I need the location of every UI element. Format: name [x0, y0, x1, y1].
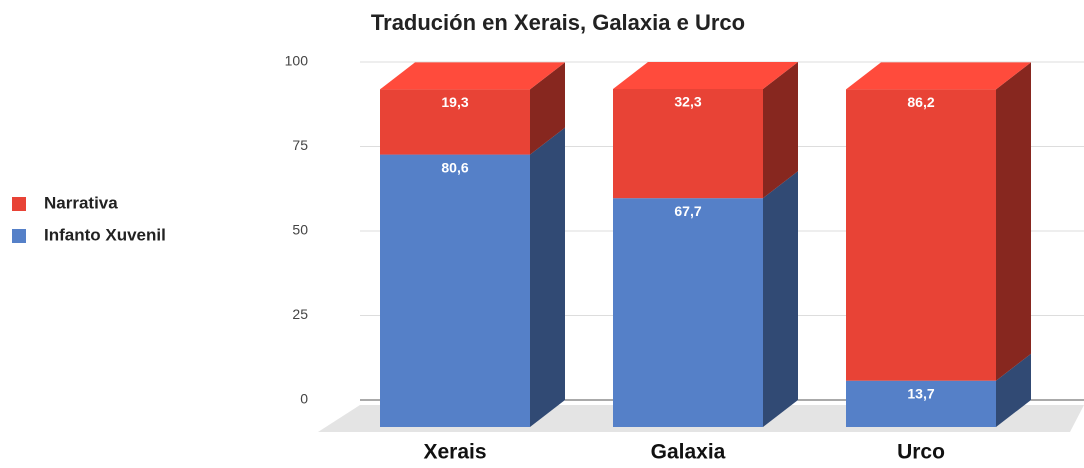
y-tick-label: 75 — [292, 137, 308, 153]
value-label: 32,3 — [674, 94, 701, 110]
bar-segment — [380, 154, 530, 427]
bar-top — [380, 62, 565, 90]
x-tick-label: Xerais — [423, 441, 486, 463]
bar-side — [763, 62, 798, 199]
bar-top — [846, 62, 1031, 90]
legend-swatch — [12, 197, 26, 211]
x-tick-label: Galaxia — [651, 441, 726, 463]
value-label: 80,6 — [441, 159, 468, 175]
bar-segment — [613, 89, 763, 199]
value-label: 86,2 — [907, 94, 934, 110]
y-tick-label: 25 — [292, 306, 308, 322]
bar-side — [996, 62, 1031, 381]
x-tick-label: Urco — [897, 441, 945, 463]
legend-label: Narrativa — [44, 193, 118, 212]
bar-top — [613, 62, 798, 89]
value-label: 19,3 — [441, 94, 468, 110]
legend-label: Infanto Xuvenil — [44, 225, 166, 244]
legend-swatch — [12, 229, 26, 243]
bar-segment — [846, 380, 996, 427]
bar-segment — [613, 198, 763, 427]
value-label: 67,7 — [674, 203, 701, 219]
bar-side — [996, 353, 1031, 427]
value-label: 13,7 — [907, 385, 934, 401]
bar-side — [530, 62, 565, 155]
y-tick-label: 0 — [300, 391, 308, 407]
bar-side — [530, 127, 565, 428]
y-tick-label: 100 — [285, 53, 309, 69]
bar-segment — [846, 89, 996, 381]
bar-side — [763, 171, 798, 427]
bar-segment — [380, 89, 530, 155]
y-tick-label: 50 — [292, 222, 308, 238]
chart-title: Tradución en Xerais, Galaxia e Urco — [371, 10, 745, 35]
